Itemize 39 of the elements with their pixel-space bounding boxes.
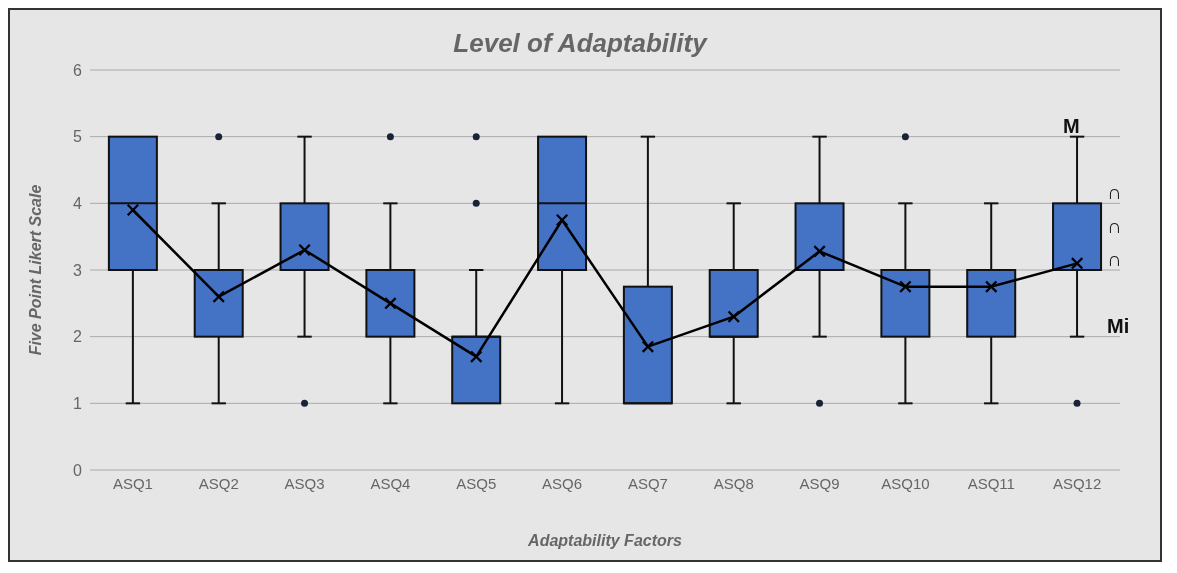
annotation: ∩ xyxy=(1107,214,1122,238)
point xyxy=(1071,257,1084,270)
point xyxy=(556,214,569,226)
point xyxy=(813,245,826,258)
annotation: M xyxy=(1063,114,1080,138)
y-tick-label: 0 xyxy=(73,461,83,479)
y-tick-label: 2 xyxy=(73,328,83,346)
point xyxy=(212,290,225,303)
y-tick-label: 1 xyxy=(73,395,83,413)
y-tick-label: 3 xyxy=(73,261,83,279)
x-tick-label: ASQ5 xyxy=(456,474,497,492)
point xyxy=(899,280,912,293)
point xyxy=(727,310,740,323)
point xyxy=(384,297,397,310)
x-tick-label: ASQ7 xyxy=(627,474,668,492)
annotation: ∩ xyxy=(1107,181,1122,205)
point xyxy=(298,244,311,256)
chart-title: Level of Adaptability xyxy=(452,28,709,59)
y-tick-label: 6 xyxy=(73,61,83,79)
point xyxy=(641,340,654,353)
x-tick-label: ASQ1 xyxy=(112,474,153,492)
x-tick-label: ASQ12 xyxy=(1052,474,1102,492)
y-axis-title: Five Point Likert Scale xyxy=(27,184,45,356)
point xyxy=(985,280,998,293)
x-tick-label: ASQ6 xyxy=(542,474,583,492)
y-tick-label: 5 xyxy=(73,128,83,146)
point xyxy=(126,204,139,216)
x-axis-title: Adaptability Factors xyxy=(527,532,683,550)
y-tick-label: 4 xyxy=(73,195,83,213)
annotation: ∩ xyxy=(1107,248,1122,271)
x-tick-label: ASQ10 xyxy=(881,474,930,492)
point xyxy=(470,350,483,363)
x-tick-label: ASQ11 xyxy=(967,474,1015,492)
x-tick-label: ASQ2 xyxy=(198,474,239,492)
x-tick-label: ASQ9 xyxy=(799,474,840,492)
x-tick-label: ASQ4 xyxy=(370,474,411,492)
x-tick-label: ASQ8 xyxy=(713,474,754,492)
x-tick-label: ASQ3 xyxy=(284,474,325,492)
annotation: Mi xyxy=(1107,314,1130,338)
